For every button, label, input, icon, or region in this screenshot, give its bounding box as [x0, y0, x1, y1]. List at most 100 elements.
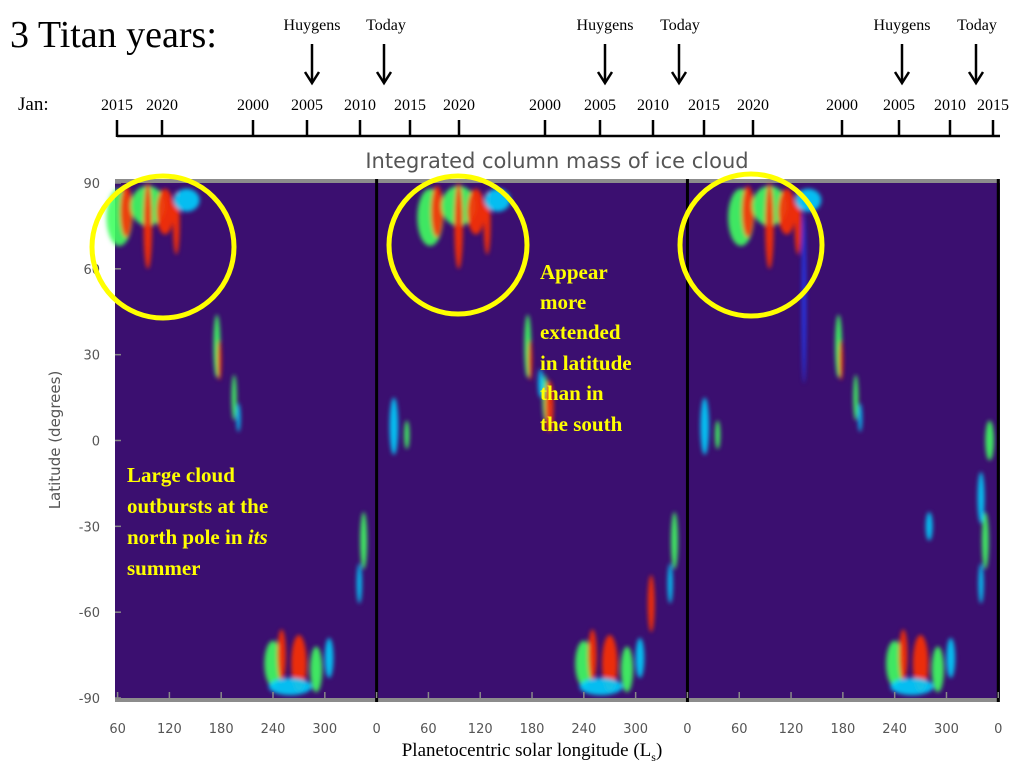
- x-tick-label: 180: [830, 722, 855, 737]
- x-tick-label: 120: [779, 722, 804, 737]
- cloud-blob: [715, 420, 721, 450]
- cloud-blob: [310, 646, 323, 693]
- event-label: Today: [660, 17, 700, 34]
- y-tick-label: 0: [92, 435, 100, 450]
- year-label: 2000: [237, 97, 269, 114]
- x-tick-label: 60: [109, 722, 126, 737]
- down-arrow-icon: [967, 44, 985, 86]
- cloud-blob: [588, 629, 597, 681]
- event-label: Today: [366, 17, 406, 34]
- cloud-blob: [985, 420, 994, 461]
- cloud-blob: [120, 185, 133, 238]
- cloud-blob: [886, 640, 904, 687]
- year-label: 2000: [826, 97, 858, 114]
- year-label: 2010: [934, 97, 966, 114]
- cloud-blob: [544, 380, 554, 432]
- down-arrow-icon: [670, 44, 688, 86]
- cloud-blob: [858, 403, 863, 432]
- x-tick-label: 60: [731, 722, 748, 737]
- cloud-blob: [268, 677, 312, 696]
- cloud-blob: [454, 183, 463, 269]
- cloud-blob: [575, 640, 593, 687]
- y-axis-title: Latitude (degrees): [46, 371, 64, 510]
- event-label: Huygens: [874, 17, 931, 34]
- cloud-blob: [156, 188, 174, 235]
- cloud-blob: [601, 635, 618, 693]
- cloud-blob: [389, 397, 399, 455]
- cloud-blob: [404, 420, 410, 450]
- cloud-blob: [356, 563, 362, 604]
- cloud-features: [106, 183, 994, 696]
- highlight-circles: [89, 171, 825, 321]
- x-tick-label: 120: [157, 722, 182, 737]
- x-tick-label: 300: [312, 722, 337, 737]
- cloud-blob: [946, 637, 956, 678]
- cloud-blob: [217, 340, 222, 381]
- cloud-blob: [667, 563, 673, 604]
- cloud-blob: [324, 637, 334, 678]
- cloud-blob: [277, 629, 286, 681]
- year-label: 2005: [883, 97, 915, 114]
- down-arrow-icon: [375, 44, 393, 86]
- cloud-blob: [977, 471, 985, 524]
- highlight-circle: [89, 173, 237, 321]
- cloud-blob: [741, 185, 754, 238]
- cloud-blob: [700, 397, 710, 455]
- year-label: 2005: [291, 97, 323, 114]
- x-tick-label: 0: [372, 722, 380, 737]
- x-tick-label: 0: [683, 722, 691, 737]
- year-label: 2015: [394, 97, 426, 114]
- year-axis-labels: 2015 2020 2000 2005 2010 2015 2020 2000 2005 2010…: [101, 97, 1009, 114]
- cloud-blob: [853, 374, 859, 421]
- cloud-blob: [925, 512, 933, 541]
- year-label: 2020: [737, 97, 769, 114]
- x-tick-label: 240: [882, 722, 907, 737]
- year-label: 2020: [443, 97, 475, 114]
- chart-title: Integrated column mass of ice cloud: [365, 149, 748, 173]
- cloud-blob: [931, 646, 944, 693]
- highlight-circle: [386, 173, 530, 317]
- cloud-blob: [635, 637, 645, 678]
- year-boundaries: [375, 179, 1000, 702]
- cloud-blob: [579, 677, 623, 696]
- down-arrow-icon: [303, 44, 321, 86]
- cloud-blob: [236, 403, 241, 432]
- x-axis-title: Planetocentric solar longitude (Ls): [402, 740, 663, 764]
- y-tick-label: -30: [79, 520, 100, 535]
- year-axis-label: Jan:: [18, 94, 49, 115]
- cloud-blob: [778, 188, 796, 235]
- year-axis-line: [115, 120, 1000, 138]
- cloud-blob: [264, 640, 282, 687]
- plot-top-border: [115, 179, 1000, 183]
- slide-title: 3 Titan years:: [10, 14, 217, 56]
- year-label: 2015: [688, 97, 720, 114]
- event-label: Huygens: [284, 17, 341, 34]
- x-tick-label: 60: [420, 722, 437, 737]
- down-arrow-icon: [596, 44, 614, 86]
- year-label: 2000: [529, 97, 561, 114]
- cloud-blob: [143, 183, 153, 269]
- year-label: 2005: [584, 97, 616, 114]
- cloud-blob: [484, 188, 511, 212]
- x-tick-label: 180: [520, 722, 545, 737]
- heatmap-background: [115, 183, 1000, 698]
- cloud-blob: [671, 512, 678, 570]
- cloud-blob: [802, 211, 807, 384]
- x-tick-label: 240: [261, 722, 286, 737]
- cloud-blob: [765, 183, 774, 269]
- cloud-blob: [620, 646, 634, 693]
- x-tick-label: 0: [994, 722, 1002, 737]
- y-tick-label: -90: [79, 692, 100, 707]
- plot-bottom-border: [115, 698, 1000, 702]
- cloud-blob: [898, 629, 908, 681]
- plot-area: [106, 179, 1000, 702]
- cloud-blob: [231, 374, 237, 421]
- cloud-blob: [981, 512, 989, 570]
- x-tick-label: 300: [623, 722, 648, 737]
- cloud-blob: [173, 188, 200, 212]
- cloud-blob: [978, 563, 984, 604]
- event-label: Huygens: [577, 17, 634, 34]
- cloud-blob: [467, 188, 485, 235]
- x-tick-label: 180: [209, 722, 234, 737]
- year-label: 2010: [344, 97, 376, 114]
